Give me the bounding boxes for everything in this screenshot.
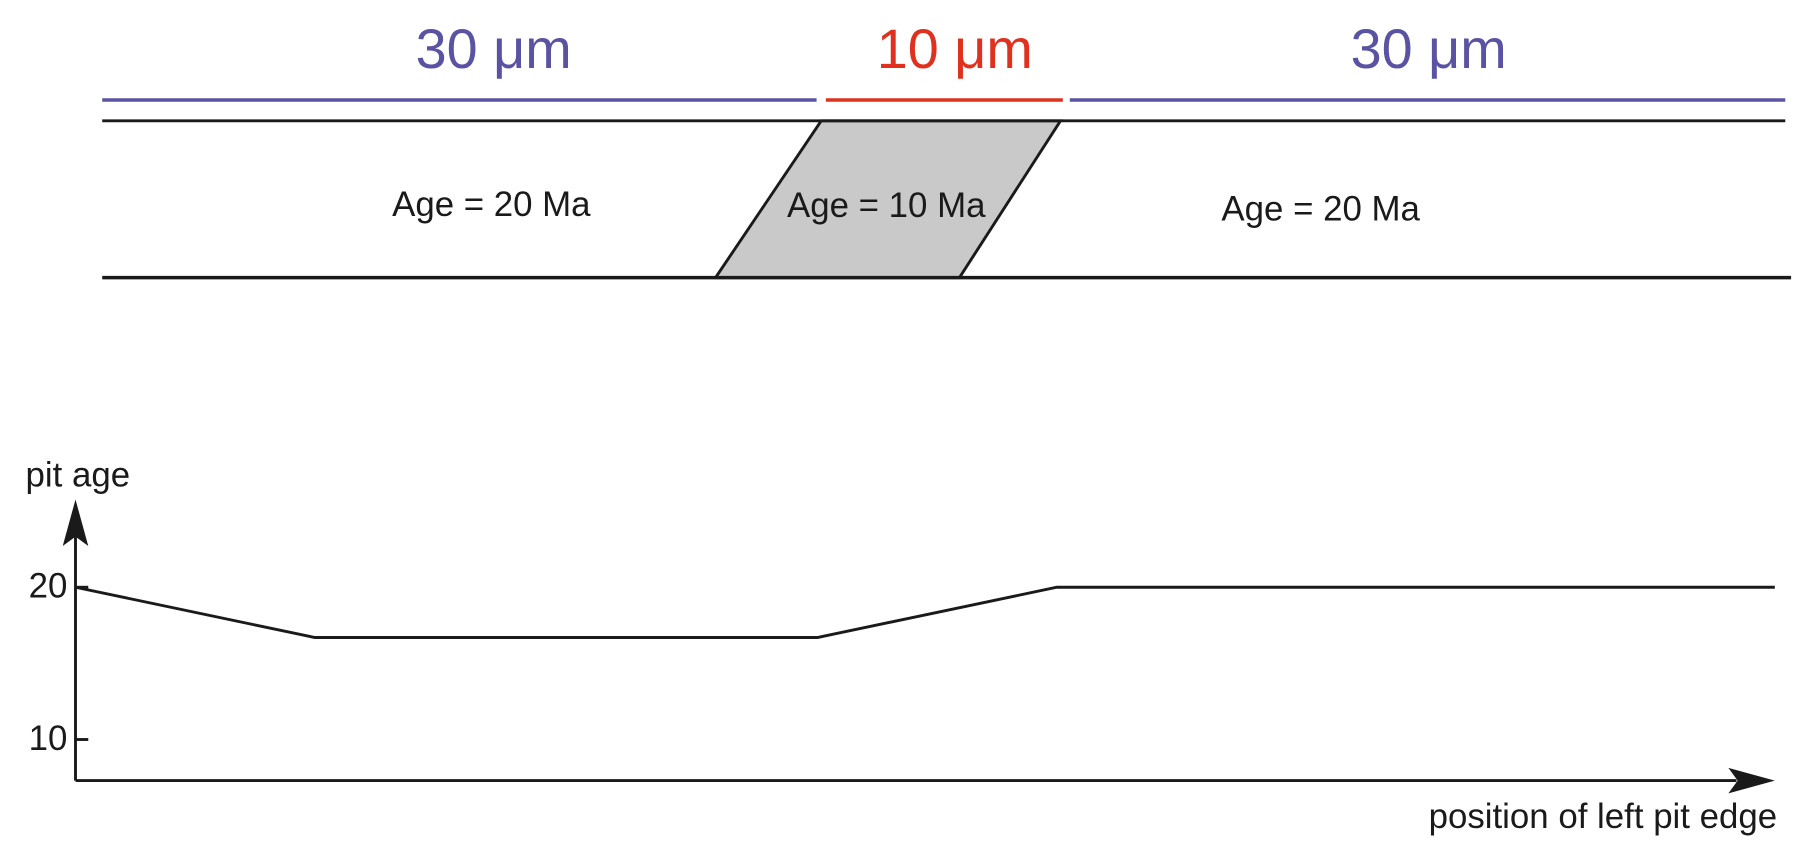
width-label: 10 μm (877, 18, 1033, 80)
region-label: Age = 20 Ma (392, 185, 591, 224)
region-label: Age = 10 Ma (787, 186, 986, 225)
width-label: 30 μm (1351, 18, 1507, 80)
x-axis-arrow (1728, 767, 1775, 794)
y-axis-label: pit age (26, 456, 131, 495)
y-axis-arrow (62, 499, 89, 546)
x-axis-label: position of left pit edge (1429, 797, 1778, 836)
age-line (75, 585, 1775, 639)
region-label: Age = 20 Ma (1221, 190, 1420, 229)
y-tick-label: 10 (29, 719, 68, 758)
width-label: 30 μm (416, 18, 572, 80)
y-tick-label: 20 (29, 567, 68, 606)
